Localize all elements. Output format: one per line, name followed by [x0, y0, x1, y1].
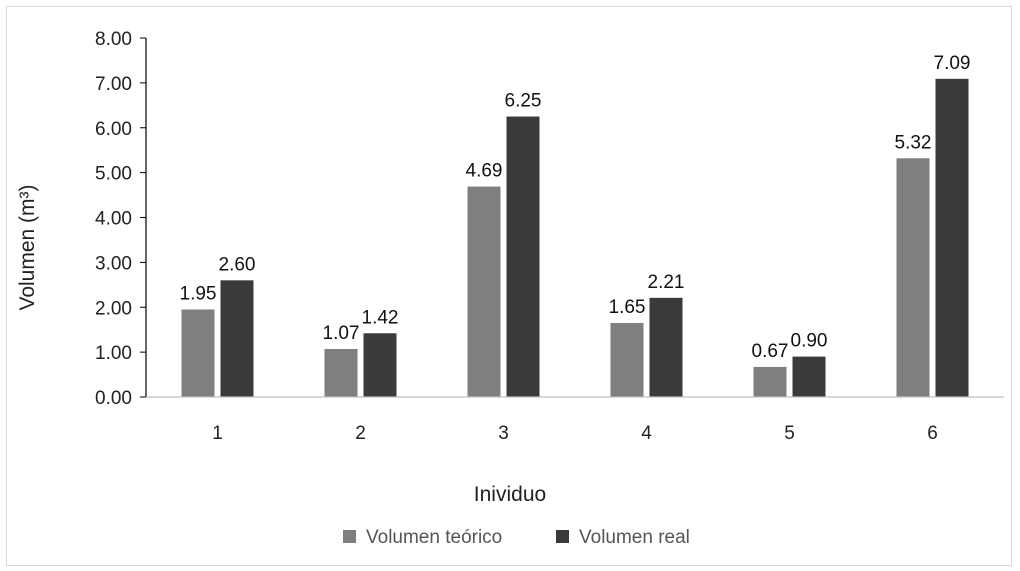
- bar-real: [649, 297, 683, 397]
- bar-teorico: [324, 348, 358, 397]
- x-tick-label: 6: [927, 423, 938, 444]
- data-label: 4.69: [466, 161, 503, 182]
- y-tick-label: 6.00: [95, 119, 132, 140]
- x-axis-title: Inividuo: [474, 483, 546, 506]
- x-tick-label: 3: [498, 423, 509, 444]
- legend-label: Volumen real: [579, 527, 690, 548]
- y-tick-label: 5.00: [95, 164, 132, 185]
- data-label: 7.09: [934, 53, 971, 74]
- legend-swatch: [343, 530, 356, 543]
- bar-real: [935, 78, 969, 398]
- bar-real: [792, 356, 826, 397]
- data-label: 5.32: [895, 132, 932, 153]
- legend-swatch: [556, 530, 569, 543]
- y-tick-label: 8.00: [95, 29, 132, 50]
- y-tick-label: 3.00: [95, 253, 132, 274]
- y-tick-label: 2.00: [95, 298, 132, 319]
- bar-real: [220, 280, 254, 397]
- data-label: 2.21: [648, 272, 685, 293]
- y-tick-label: 4.00: [95, 209, 132, 230]
- data-label: 0.90: [791, 331, 828, 352]
- y-tick-label: 1.00: [95, 343, 132, 364]
- data-label: 2.60: [219, 254, 256, 275]
- x-tick-label: 4: [641, 423, 652, 444]
- y-axis-title: Volumen (m³): [16, 184, 39, 310]
- bar-teorico: [467, 186, 501, 397]
- x-tick-label: 1: [212, 423, 223, 444]
- bar-real: [363, 333, 397, 397]
- bars-group: [181, 78, 969, 398]
- bar-teorico: [753, 366, 787, 397]
- data-labels-group: 1.952.60 1.071.42 4.69 6.25 1.652.21 0.67 0.90…: [180, 53, 971, 362]
- y-tick-label: 0.00: [95, 388, 132, 409]
- x-ticks-group: 1 2 3 4 5 6: [212, 423, 938, 444]
- y-ticks-group: 0.00 1.00 2.00 3.00 4.00 5.00 6.00 7.00 8.00: [95, 29, 146, 409]
- data-label: 1.07: [323, 323, 360, 344]
- data-label: 0.67: [752, 341, 789, 362]
- data-label: 6.25: [505, 91, 542, 112]
- legend: Volumen teórico Volumen real: [343, 527, 690, 548]
- bar-teorico: [896, 158, 930, 397]
- bar-real: [506, 116, 540, 397]
- bar-teorico: [610, 322, 644, 397]
- data-label: 1.65: [609, 297, 646, 318]
- legend-label: Volumen teórico: [366, 527, 502, 548]
- x-tick-label: 2: [355, 423, 366, 444]
- x-tick-label: 5: [784, 423, 795, 444]
- data-label: 1.95: [180, 283, 217, 304]
- data-label: 1.42: [362, 307, 399, 328]
- bar-teorico: [181, 309, 215, 397]
- y-tick-label: 7.00: [95, 74, 132, 95]
